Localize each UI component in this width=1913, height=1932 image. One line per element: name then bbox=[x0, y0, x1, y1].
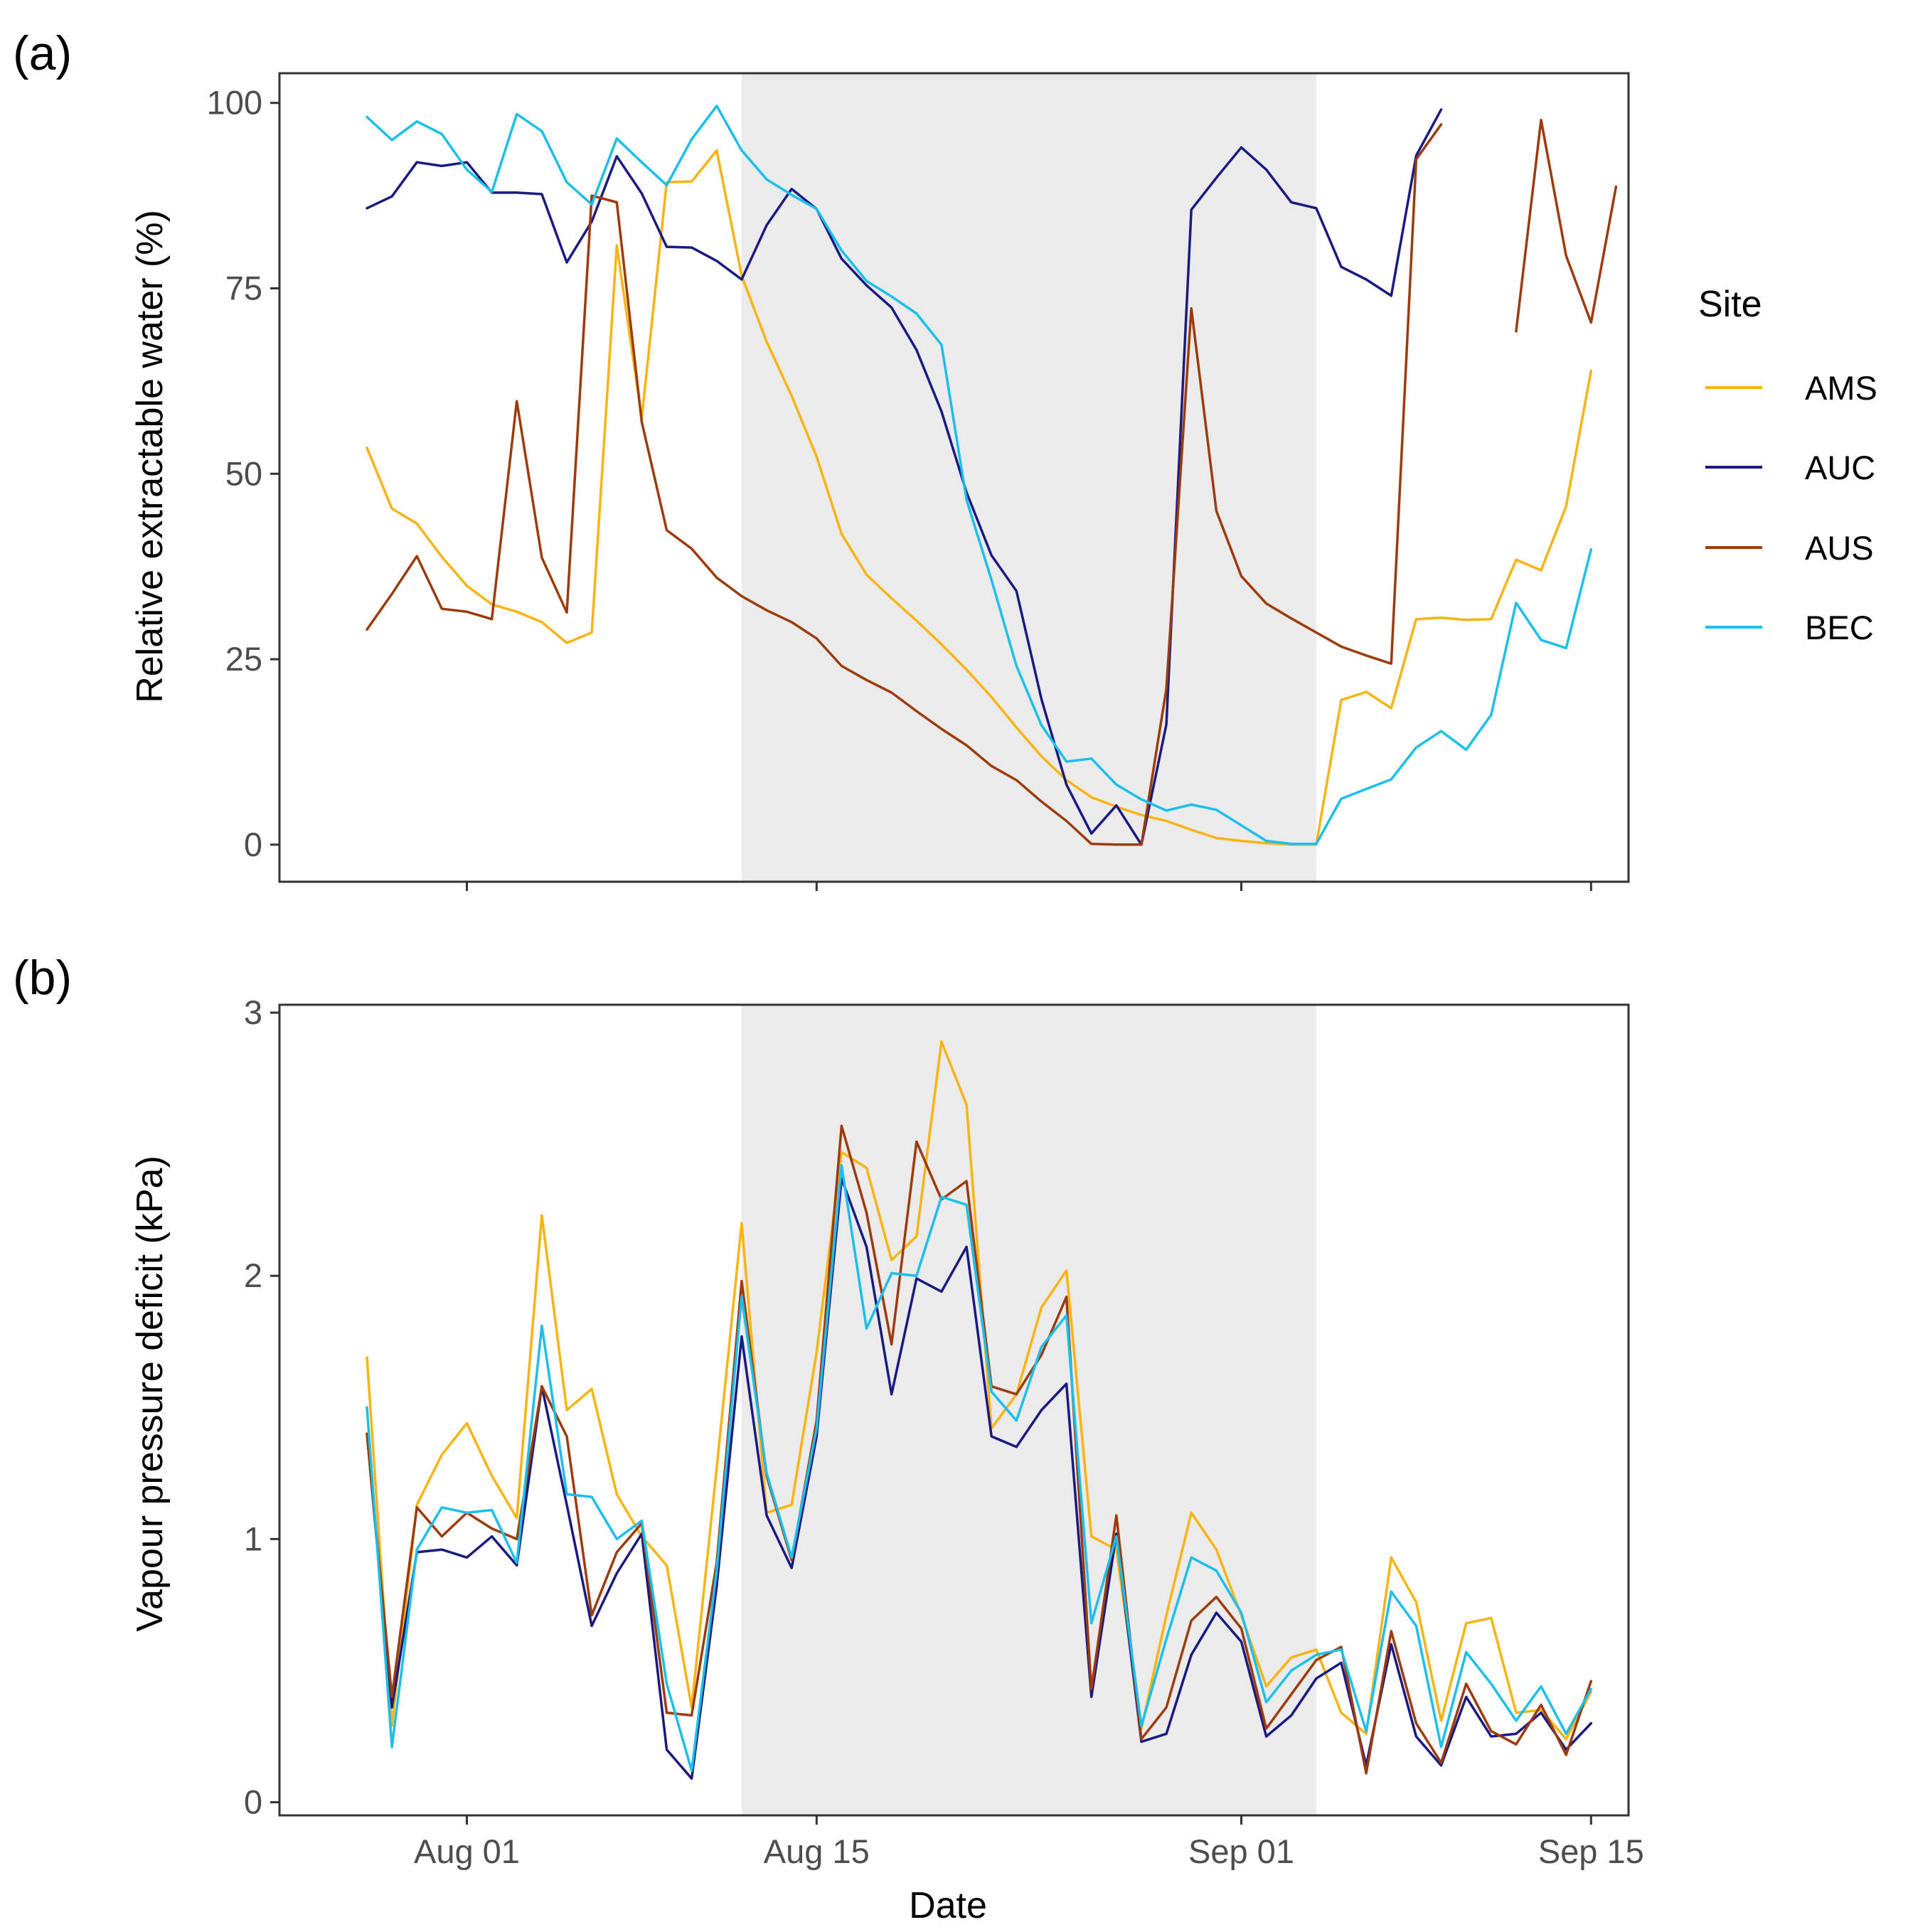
legend-item-bec: BEC bbox=[1705, 609, 1874, 646]
legend-item-aus: AUS bbox=[1705, 529, 1874, 567]
legend-label-auc: AUC bbox=[1805, 449, 1875, 486]
panel-a-series-auc bbox=[366, 108, 1443, 846]
panel-b-y-tick-label: 0 bbox=[244, 1783, 262, 1820]
panel-a-tag: (a) bbox=[13, 26, 72, 80]
legend-label-aus: AUS bbox=[1805, 529, 1874, 567]
panel-b-shaded-period bbox=[741, 1005, 1316, 1815]
panel-a-y-tick-label: 0 bbox=[244, 826, 262, 863]
panel-b-series-auc bbox=[366, 1177, 1593, 1780]
panel-a-y-tick-label: 75 bbox=[225, 269, 262, 307]
legend-label-bec: BEC bbox=[1805, 609, 1874, 646]
panel-b-y-tick-label: 2 bbox=[244, 1256, 262, 1294]
panel-a-y-tick-label: 100 bbox=[207, 84, 262, 122]
panel-b-border bbox=[278, 1003, 1630, 1817]
legend: Site AMS AUC AUS BEC bbox=[1698, 284, 1877, 646]
legend-item-auc: AUC bbox=[1705, 449, 1875, 486]
panel-a-y-tick-label: 50 bbox=[225, 454, 262, 492]
x-tick-label: Sep 15 bbox=[1538, 1832, 1644, 1870]
legend-title: Site bbox=[1698, 284, 1762, 325]
panel-b-plot-area: 0 1 2 3 Aug 01 Aug 15 Sep 01 Sep 15 bbox=[244, 993, 1644, 1870]
x-tick-label: Aug 01 bbox=[414, 1832, 520, 1870]
panel-b-tag: (b) bbox=[13, 951, 72, 1005]
x-tick-label: Sep 01 bbox=[1188, 1832, 1294, 1870]
panel-b-series-aus bbox=[366, 1124, 1593, 1775]
panel-b-y-tick-label: 1 bbox=[244, 1520, 262, 1557]
panel-a-shaded-period bbox=[741, 73, 1316, 882]
panel-a-series-bec bbox=[366, 105, 1593, 845]
panel-b: (b) 0 1 2 3 Aug 01 Aug 15 Sep 01 Sep 15 Vapour … bbox=[13, 951, 1644, 1870]
panel-a-plot-area: 0 25 50 75 100 bbox=[207, 72, 1630, 891]
panel-a-series-ams bbox=[366, 149, 1593, 846]
panel-a-y-axis-title: Relative extractable water (%) bbox=[129, 210, 171, 703]
panel-a-series-aus bbox=[366, 118, 1618, 846]
x-tick-label: Aug 15 bbox=[764, 1832, 870, 1870]
panel-a-y-tick-label: 25 bbox=[225, 640, 262, 678]
panel-b-y-axis-title: Vapour pressure deficit (kPa) bbox=[129, 1156, 171, 1632]
panel-b-series-ams bbox=[366, 1040, 1593, 1741]
panel-a: (a) 0 25 50 75 100 Relative extractable wate… bbox=[13, 26, 1630, 891]
panel-b-series-bec bbox=[366, 1164, 1593, 1772]
panel-b-y-tick-label: 3 bbox=[244, 993, 262, 1031]
panel-a-border bbox=[278, 72, 1630, 883]
legend-label-ams: AMS bbox=[1805, 369, 1877, 407]
x-axis-title: Date bbox=[909, 1885, 987, 1926]
legend-item-ams: AMS bbox=[1705, 369, 1877, 407]
